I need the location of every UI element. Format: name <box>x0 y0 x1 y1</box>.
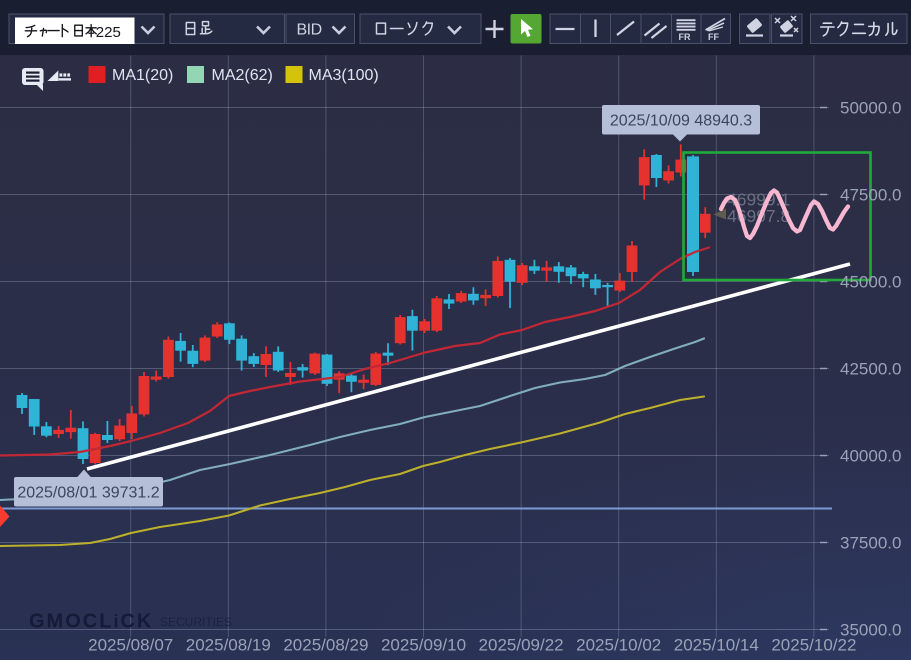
svg-text:2025/09/10: 2025/09/10 <box>381 636 466 655</box>
svg-text:37500.0: 37500.0 <box>840 533 901 552</box>
svg-text:45000.0: 45000.0 <box>840 272 901 291</box>
svg-text:42500.0: 42500.0 <box>840 359 901 378</box>
svg-text:47500.0: 47500.0 <box>840 185 901 204</box>
svg-text:MA2(62): MA2(62) <box>212 67 273 84</box>
svg-text:2025/08/07: 2025/08/07 <box>88 636 173 655</box>
svg-text:GMOCLiCK: GMOCLiCK <box>29 611 153 633</box>
svg-text:35000.0: 35000.0 <box>840 620 901 639</box>
svg-text:2025/08/19: 2025/08/19 <box>186 636 271 655</box>
svg-text:2025/10/22: 2025/10/22 <box>771 636 856 655</box>
svg-text:225: 225 <box>96 24 121 41</box>
svg-text:46999.1: 46999.1 <box>727 190 790 210</box>
svg-text:BID: BID <box>297 22 322 39</box>
svg-text:MA3(100): MA3(100) <box>309 67 379 84</box>
svg-text:FR: FR <box>679 32 691 42</box>
svg-text:FF: FF <box>708 32 719 42</box>
svg-text:40000.0: 40000.0 <box>840 446 901 465</box>
svg-text:2025/08/01 39731.2: 2025/08/01 39731.2 <box>17 485 159 502</box>
svg-text:2025/10/09 48940.3: 2025/10/09 48940.3 <box>610 113 752 130</box>
svg-text:2025/10/14: 2025/10/14 <box>674 636 759 655</box>
svg-text:2025/09/22: 2025/09/22 <box>479 636 564 655</box>
svg-text:50000.0: 50000.0 <box>840 98 901 117</box>
svg-text:SECURITIES: SECURITIES <box>160 615 232 629</box>
svg-text:MA1(20): MA1(20) <box>112 67 173 84</box>
svg-text:2025/08/29: 2025/08/29 <box>283 636 368 655</box>
svg-text:2025/10/02: 2025/10/02 <box>576 636 661 655</box>
